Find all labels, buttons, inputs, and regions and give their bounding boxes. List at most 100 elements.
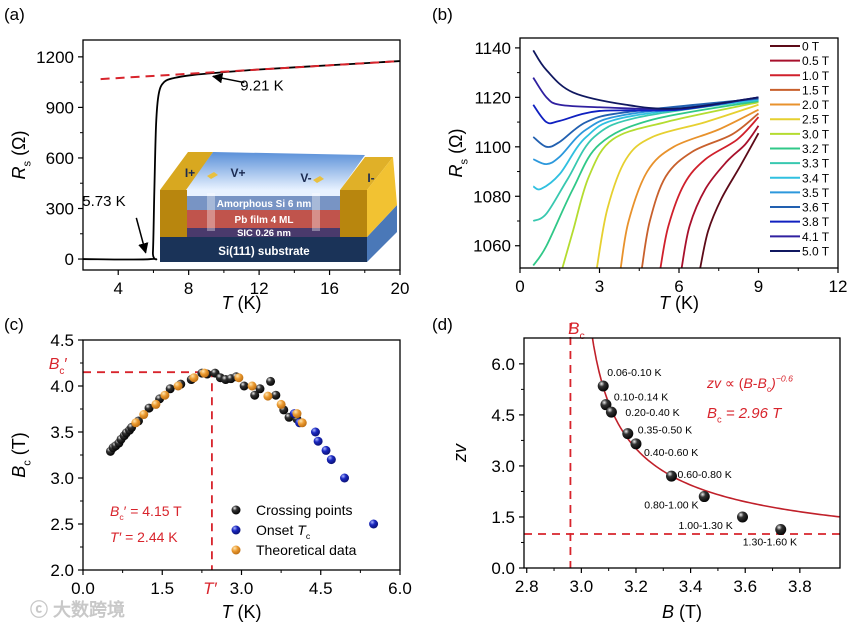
data-point-zv [698, 491, 710, 503]
series-line-0.5-T [680, 125, 760, 268]
top-face [185, 152, 365, 190]
legend-marker [231, 525, 241, 535]
y-tick-label: 4.5 [50, 331, 74, 350]
watermark: ⓒ 大数跨境 [30, 599, 125, 620]
y-tick-label: 3.5 [50, 423, 74, 442]
series-line-1.0-T [659, 116, 760, 268]
y-tick-label: 4.5 [491, 406, 515, 425]
x-axis-label: B (T) [662, 602, 702, 622]
legend-label: 3.0 T [802, 127, 830, 141]
x-tick-label: 20 [391, 279, 410, 298]
substrate-side [367, 205, 397, 262]
substrate-label: Si(111) substrate [218, 246, 309, 258]
data-point-zv [665, 470, 677, 482]
fit-formula-annotation: zv ∝ (B-Bc​)−0.6​ [706, 374, 793, 395]
y-tick-label: 900 [46, 98, 74, 117]
legend-label: 5.0 T [802, 244, 830, 258]
data-point-label: 1.00-1.30 K [678, 520, 732, 532]
x-tick-label: 0.0 [71, 579, 95, 598]
y-tick-label: 300 [46, 199, 74, 218]
data-point-zv [736, 511, 748, 523]
plot-area [591, 338, 840, 518]
y-axis-label: Bc​ (T) [9, 432, 33, 478]
legend-label: 0.5 T [802, 54, 830, 68]
panel-d: (d) 2.8 3.0 3.2 3.4 3.6 3.8 0.0 1.5 3.0 4.5 6.0 B (T… [432, 315, 841, 622]
y-tick-label: 1080 [473, 187, 511, 206]
legend-label: 2.5 T [802, 113, 830, 127]
series-line-Rs(T) [83, 60, 400, 261]
sic-layer [187, 228, 340, 237]
series-line-3.2-T [532, 100, 759, 267]
legend-label: 2.0 T [802, 98, 830, 112]
data-point-Onset-Tc [321, 445, 331, 455]
legend-label: 4.1 T [802, 230, 830, 244]
data-point-Crossing-points [239, 381, 249, 391]
data-point-Onset-Tc [369, 519, 379, 529]
amorphous-si-label: Amorphous Si 6 nm [217, 199, 312, 210]
y-tick-label: 600 [46, 149, 74, 168]
y-tick-label: 0.0 [491, 559, 515, 578]
right-pad-side [367, 157, 397, 237]
legend-label: Theoretical data [256, 542, 357, 558]
x-tick-label: 4.5 [309, 579, 333, 598]
t-prime-axis-label: T′ [203, 579, 217, 598]
y-tick-label: 1.5 [491, 508, 515, 527]
legend-label: 3.8 T [802, 215, 830, 229]
data-point-label: 0.60-0.80 K [677, 469, 731, 481]
legend-label: 3.4 T [802, 171, 830, 185]
y-tick-label: 1100 [474, 138, 511, 157]
panel-label: (c) [4, 315, 24, 334]
v-plus-label: V+ [230, 166, 245, 180]
series-line-3.6-T [532, 97, 759, 148]
x-tick-label: 8 [184, 279, 193, 298]
v-minus-probe [312, 193, 320, 231]
data-point-label: 0.80-1.00 K [644, 500, 698, 512]
data-point-Theoretical-data [200, 368, 210, 378]
data-point-label: 0.10-0.14 K [614, 392, 668, 404]
i-plus-label: I+ [185, 166, 195, 180]
v-plus-contact [207, 172, 218, 179]
legend-label: 3.6 T [802, 201, 830, 215]
data-point-label: 1.30-1.60 K [743, 537, 797, 549]
x-tick-label: 3 [595, 277, 604, 296]
legend-marker [231, 505, 241, 515]
series-line-normal-state-fit [100, 60, 400, 81]
x-axis-label: T (K) [659, 293, 699, 313]
x-tick-label: 2.8 [515, 577, 539, 596]
data-point-zv [622, 428, 634, 440]
annotation-label: 9.21 K [240, 78, 283, 95]
y-tick-label: 4.0 [50, 377, 74, 396]
legend-label: 3.3 T [802, 157, 830, 171]
annotation-arrow [135, 217, 149, 254]
data-point-Crossing-points [266, 376, 276, 386]
v-minus-contact [313, 176, 324, 183]
data-point-zv [597, 380, 609, 392]
left-pad-top [160, 152, 213, 190]
legend-label: 1.0 T [802, 69, 830, 83]
data-point-Theoretical-data [247, 381, 257, 391]
x-tick-label: 3.4 [679, 577, 703, 596]
data-point-Theoretical-data [131, 418, 141, 428]
data-point-Theoretical-data [292, 409, 302, 419]
bc-star-axis-label: Bc​ [568, 319, 585, 342]
t-prime-annotation: T′ = 2.44 K [110, 529, 178, 545]
y-tick-label: 0 [65, 250, 74, 269]
x-tick-label: 12 [829, 277, 848, 296]
data-point-zv [630, 438, 642, 450]
data-point-Onset-Tc [326, 455, 336, 465]
data-point-Theoretical-data [263, 391, 273, 401]
x-tick-label: 12 [250, 279, 269, 298]
annotation-label: 5.73 K [82, 193, 125, 210]
data-point-Theoretical-data [139, 410, 149, 420]
sic-label: SIC 0.26 nm [237, 228, 291, 239]
data-point-Onset-Tc [340, 473, 350, 483]
data-point-label: 0.35-0.50 K [638, 425, 692, 437]
panel-b: (b) 0 3 6 9 12 1060 1080 1100 1120 1140 T (K) Rs​ (Ω… [432, 5, 847, 313]
data-point-Crossing-points [255, 384, 265, 394]
right-pad-front [340, 190, 367, 237]
x-tick-label: 1.5 [150, 579, 174, 598]
y-tick-label: 1200 [36, 48, 74, 67]
x-tick-label: 6 [674, 277, 683, 296]
